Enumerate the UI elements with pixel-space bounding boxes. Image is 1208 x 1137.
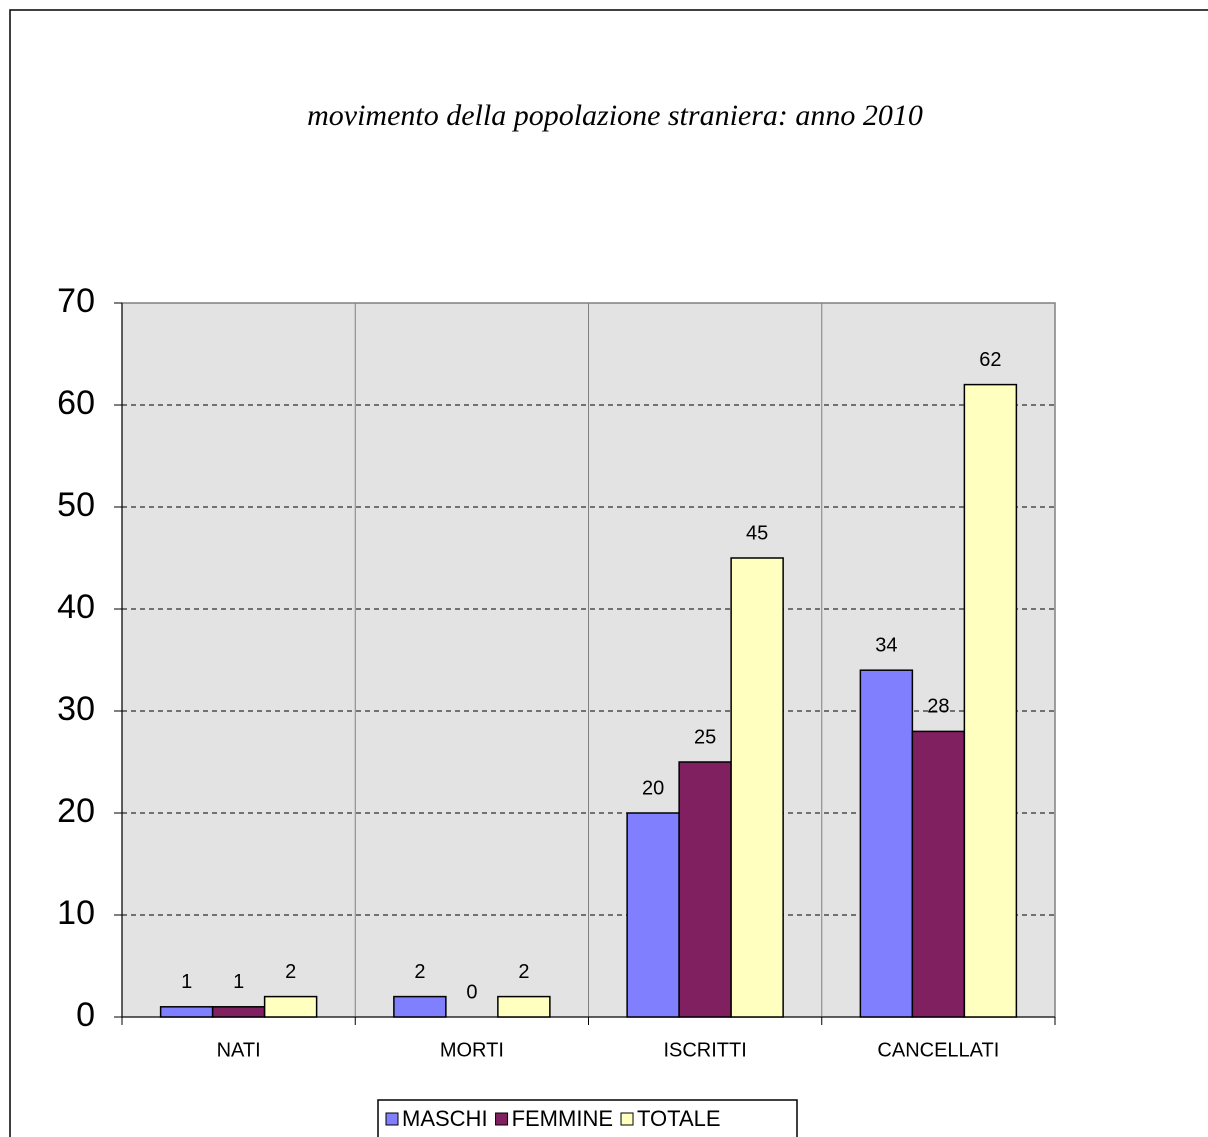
- data-label: 2: [414, 961, 425, 983]
- bar: [963, 383, 1018, 1018]
- y-tick-label: 10: [57, 894, 95, 932]
- data-label: 45: [746, 522, 768, 544]
- bar: [730, 557, 784, 1018]
- chart-title: movimento della popolazione straniera: a…: [307, 99, 923, 132]
- data-label: 20: [642, 777, 664, 799]
- bar: [678, 761, 732, 1018]
- x-tick-label: NATI: [217, 1039, 261, 1061]
- legend-box: [377, 1099, 798, 1137]
- y-tick-label: 0: [76, 996, 95, 1034]
- data-label: 62: [979, 349, 1001, 371]
- x-tick-label: MORTI: [440, 1039, 504, 1061]
- data-label: 0: [466, 981, 477, 1003]
- data-label: 1: [233, 971, 244, 993]
- bar: [859, 669, 914, 1018]
- legend-swatch: [495, 1112, 509, 1126]
- y-tick-label: 30: [57, 690, 95, 728]
- bar: [263, 995, 318, 1018]
- legend-label: FEMMINE: [512, 1106, 613, 1131]
- y-tick-label: 50: [57, 486, 95, 524]
- bar: [393, 995, 447, 1018]
- y-tick-label: 20: [57, 792, 95, 830]
- data-label: 34: [875, 634, 897, 656]
- bar: [497, 995, 551, 1018]
- x-tick-label: ISCRITTI: [663, 1039, 746, 1061]
- legend-label: MASCHI: [402, 1106, 488, 1131]
- data-label: 2: [518, 961, 529, 983]
- data-label: 28: [927, 696, 949, 718]
- bar: [626, 812, 680, 1018]
- data-label: 1: [181, 971, 192, 993]
- legend-label: TOTALE: [637, 1106, 721, 1131]
- bar: [159, 1006, 214, 1018]
- legend-swatch: [620, 1112, 634, 1126]
- data-label: 25: [694, 726, 716, 748]
- data-label: 2: [285, 961, 296, 983]
- y-tick-label: 40: [57, 588, 95, 626]
- y-tick-label: 60: [57, 384, 95, 422]
- y-tick-label: 70: [57, 282, 95, 320]
- x-tick-label: CANCELLATI: [877, 1039, 999, 1061]
- legend-swatch: [385, 1112, 399, 1126]
- bar: [211, 1006, 266, 1018]
- bar: [911, 730, 966, 1018]
